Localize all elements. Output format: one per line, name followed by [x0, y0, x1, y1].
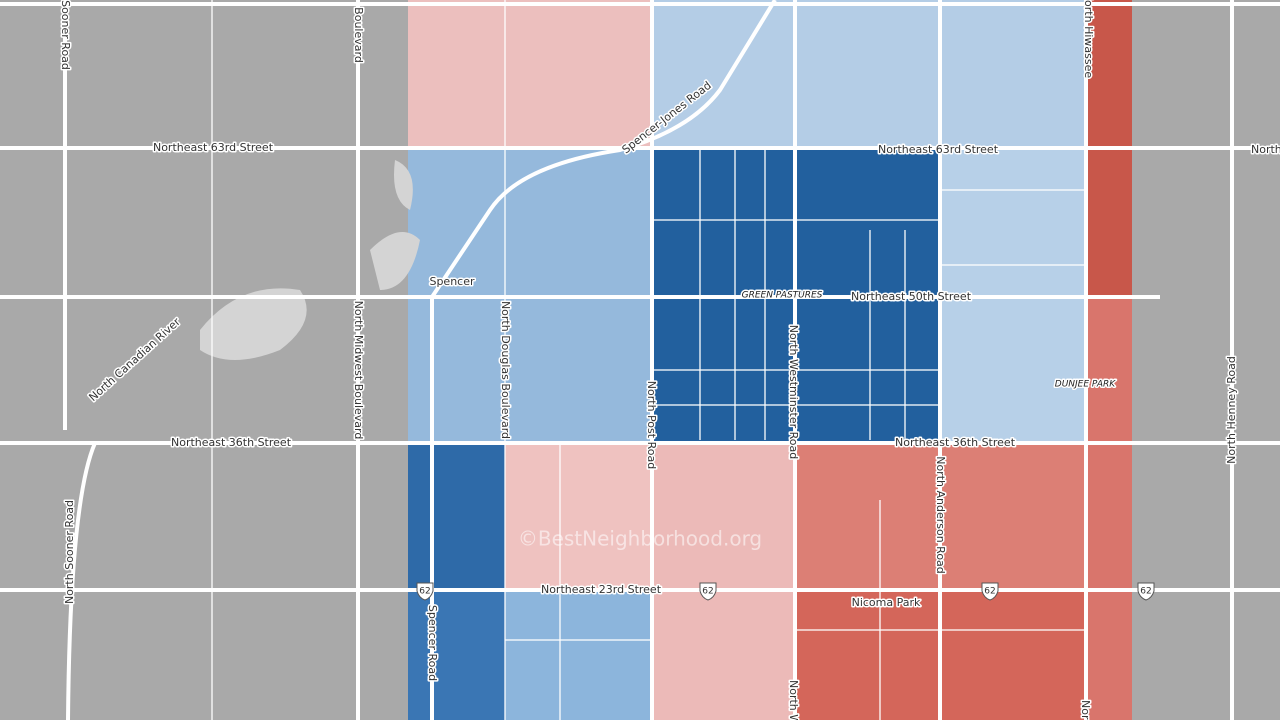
road: [66, 442, 97, 720]
road-label: North Douglas Boulevard: [499, 301, 512, 439]
watermark: ©BestNeighborhood.org: [518, 527, 762, 551]
region: [408, 0, 652, 150]
region: [1088, 297, 1132, 720]
shield-label: 62: [1140, 587, 1151, 597]
road-label: Boulevard: [352, 7, 365, 63]
road-label: Northeast 63rd Street: [153, 141, 274, 154]
road-label: Sooner Road: [59, 0, 72, 70]
road-label: North Henney Road: [1225, 356, 1238, 464]
shields: 62 62 62 62: [416, 582, 1155, 601]
shield-label: 62: [702, 587, 713, 597]
labels: Sooner Road Boulevard North Hiwassee Spe…: [58, 0, 1280, 720]
shield: [981, 582, 999, 601]
road-label: North Sooner Road: [63, 500, 76, 604]
road-label: Northeast 50th Street: [851, 290, 972, 303]
water: [200, 160, 420, 360]
road-label: North Anderson Road: [934, 456, 947, 574]
place-label: Spencer: [429, 275, 475, 288]
region: [652, 443, 795, 720]
region: [652, 0, 1088, 150]
road-label: North Hiwassee: [1082, 0, 1095, 78]
road-label: Northeast 36th Street: [895, 436, 1016, 449]
road: [430, 0, 777, 299]
shield: [1137, 582, 1155, 601]
road-label: Northeast 63rd Street: [878, 143, 999, 156]
region: [505, 590, 652, 720]
shield-label: 62: [419, 587, 430, 597]
region: [408, 590, 505, 720]
place-label: DUNJEE PARK: [1055, 380, 1117, 390]
road-label: North W: [787, 680, 800, 720]
region: [408, 443, 505, 590]
shield-label: 62: [984, 587, 995, 597]
shield: [416, 582, 434, 601]
place-label: Nicoma Park: [852, 596, 921, 609]
road-label: Northeast 36th Street: [171, 436, 292, 449]
road-label: North Midwest Boulevard: [352, 301, 365, 440]
road-label: North Westminster Road: [787, 325, 800, 459]
road-label: Nor: [1079, 700, 1092, 720]
shield: [699, 582, 717, 601]
road-label: Northeast: [1251, 143, 1280, 156]
region: [505, 443, 652, 590]
road-label: Spencer Road: [426, 605, 439, 681]
road-label: Northeast 23rd Street: [541, 583, 662, 596]
place-label: GREEN PASTURES: [742, 291, 823, 301]
road-label: North Post Road: [645, 381, 658, 469]
